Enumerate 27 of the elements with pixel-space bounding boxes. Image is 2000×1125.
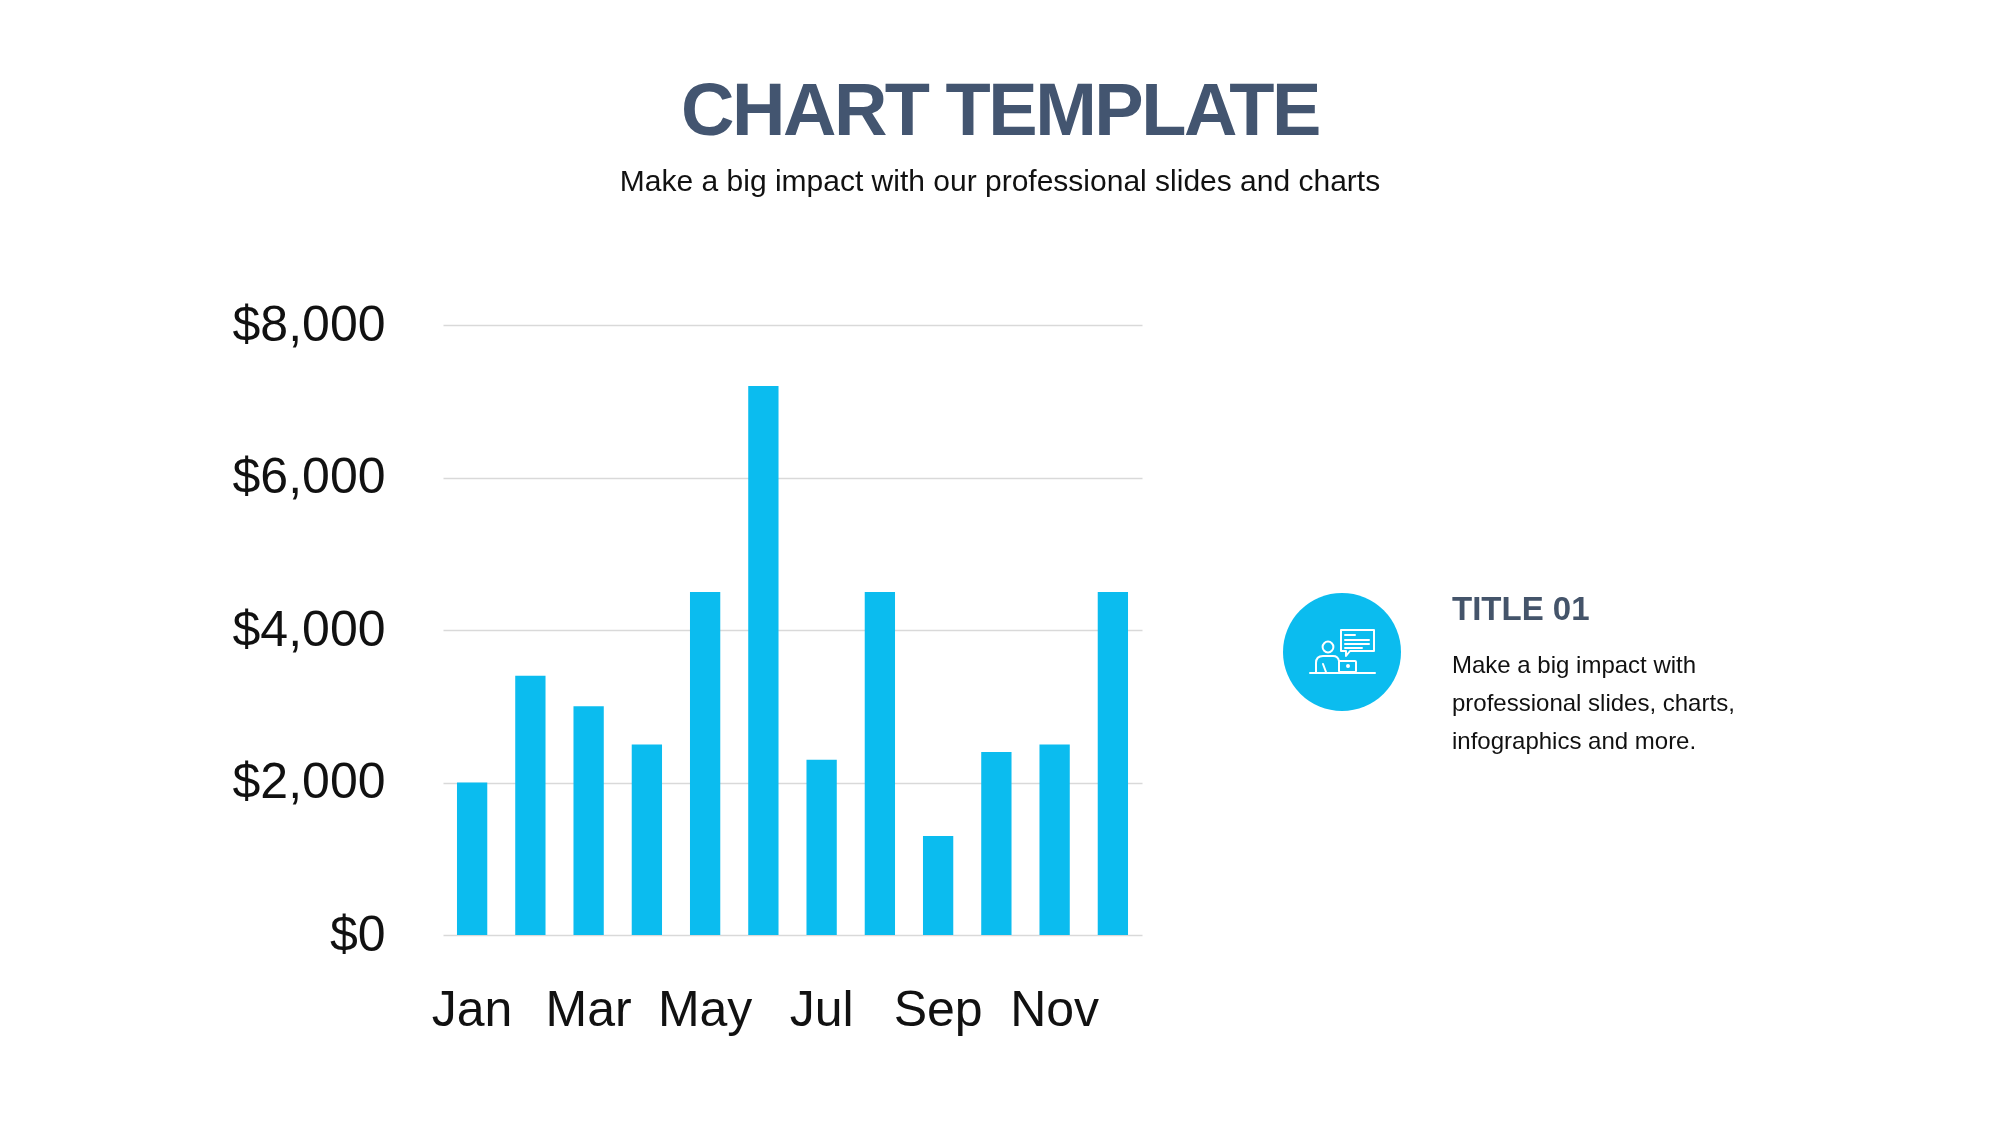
y-tick-label: $2,000 xyxy=(232,753,386,809)
y-tick-label: $8,000 xyxy=(232,295,386,352)
x-tick-label: Sep xyxy=(893,980,983,1037)
bar xyxy=(922,835,954,935)
bar xyxy=(515,675,546,935)
bar xyxy=(631,744,663,935)
x-tick-label: May xyxy=(657,980,753,1037)
chart-title: CHART TEMPLATE xyxy=(680,68,1320,151)
bar xyxy=(981,752,1012,935)
y-tick-label: $4,000 xyxy=(232,600,386,657)
bar xyxy=(864,591,896,935)
x-tick-label: Jul xyxy=(789,980,854,1037)
bar xyxy=(689,591,721,935)
bar xyxy=(573,706,604,935)
text: Make a big impact with professional slides, charts, infographics and more. xyxy=(1452,650,1736,756)
x-tick-label: Jan xyxy=(431,980,513,1037)
bar xyxy=(806,759,837,935)
y-tick-label: $6,000 xyxy=(232,448,386,504)
bar xyxy=(748,386,779,935)
chart-subtitle: Make a big impact with our professional slides and charts xyxy=(618,164,1382,197)
x-tick-label: Mar xyxy=(545,980,632,1037)
x-tick-label: Nov xyxy=(1010,980,1100,1037)
y-tick-label: $0 xyxy=(329,905,386,962)
bar xyxy=(1097,591,1129,935)
bar xyxy=(456,782,488,935)
text: TITLE 01 xyxy=(1452,590,1590,627)
bar xyxy=(1039,744,1070,935)
